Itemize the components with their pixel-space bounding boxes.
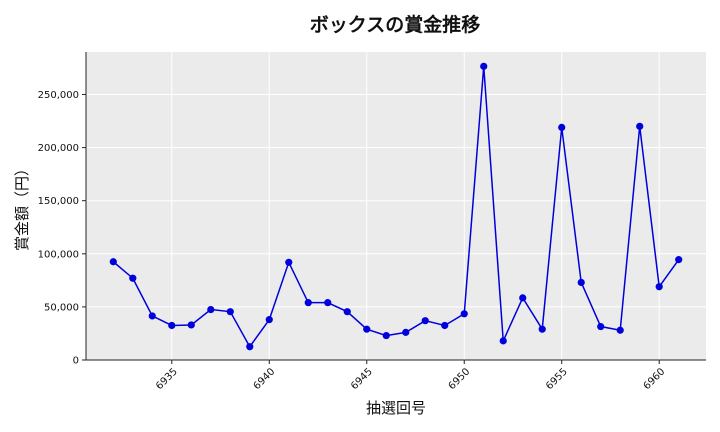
x-tick-label: 6950	[447, 366, 473, 392]
data-point	[148, 312, 156, 320]
series	[109, 62, 683, 351]
y-tick-label: 150,000	[38, 196, 79, 207]
y-tick-label: 250,000	[38, 90, 79, 101]
plot-area	[86, 52, 706, 360]
data-point	[499, 337, 507, 345]
data-point	[363, 325, 371, 333]
y-axis-label: 賞金額（円）	[13, 161, 31, 251]
data-point	[421, 317, 429, 325]
data-point	[129, 274, 137, 282]
data-point	[343, 308, 351, 316]
data-point	[402, 328, 410, 336]
x-tick-label: 6940	[252, 366, 278, 392]
x-axis-label: 抽選回号	[366, 399, 426, 417]
y-tick-label: 0	[73, 356, 79, 367]
data-point	[285, 258, 293, 266]
data-point	[480, 62, 488, 70]
data-point	[538, 325, 546, 333]
data-point	[441, 321, 449, 330]
data-point	[558, 123, 566, 132]
y-tick-label: 50,000	[44, 302, 79, 313]
data-point	[304, 299, 312, 307]
data-point	[616, 326, 624, 334]
data-point	[675, 256, 683, 264]
data-point	[655, 283, 663, 291]
x-tick-label: 6955	[544, 366, 570, 392]
x-tick-label: 6935	[154, 366, 180, 392]
data-point	[382, 331, 390, 340]
data-point	[207, 305, 215, 314]
data-point	[460, 310, 468, 318]
chart-title: ボックスの賞金推移	[310, 13, 480, 36]
x-tick-label: 6960	[642, 366, 668, 392]
data-point	[246, 343, 254, 351]
data-point	[577, 278, 585, 287]
x-tick-label: 6945	[349, 366, 375, 392]
data-point	[636, 122, 644, 130]
data-point	[168, 321, 176, 330]
y-tick-label: 200,000	[38, 143, 79, 154]
data-point	[187, 321, 195, 329]
y-tick-label: 100,000	[38, 249, 79, 260]
data-point	[324, 299, 332, 307]
data-point	[265, 316, 273, 324]
data-point	[519, 294, 527, 302]
axes	[85, 52, 706, 361]
data-point	[226, 308, 234, 316]
series-line	[112, 66, 680, 349]
data-point	[109, 258, 117, 266]
data-point	[597, 322, 605, 331]
